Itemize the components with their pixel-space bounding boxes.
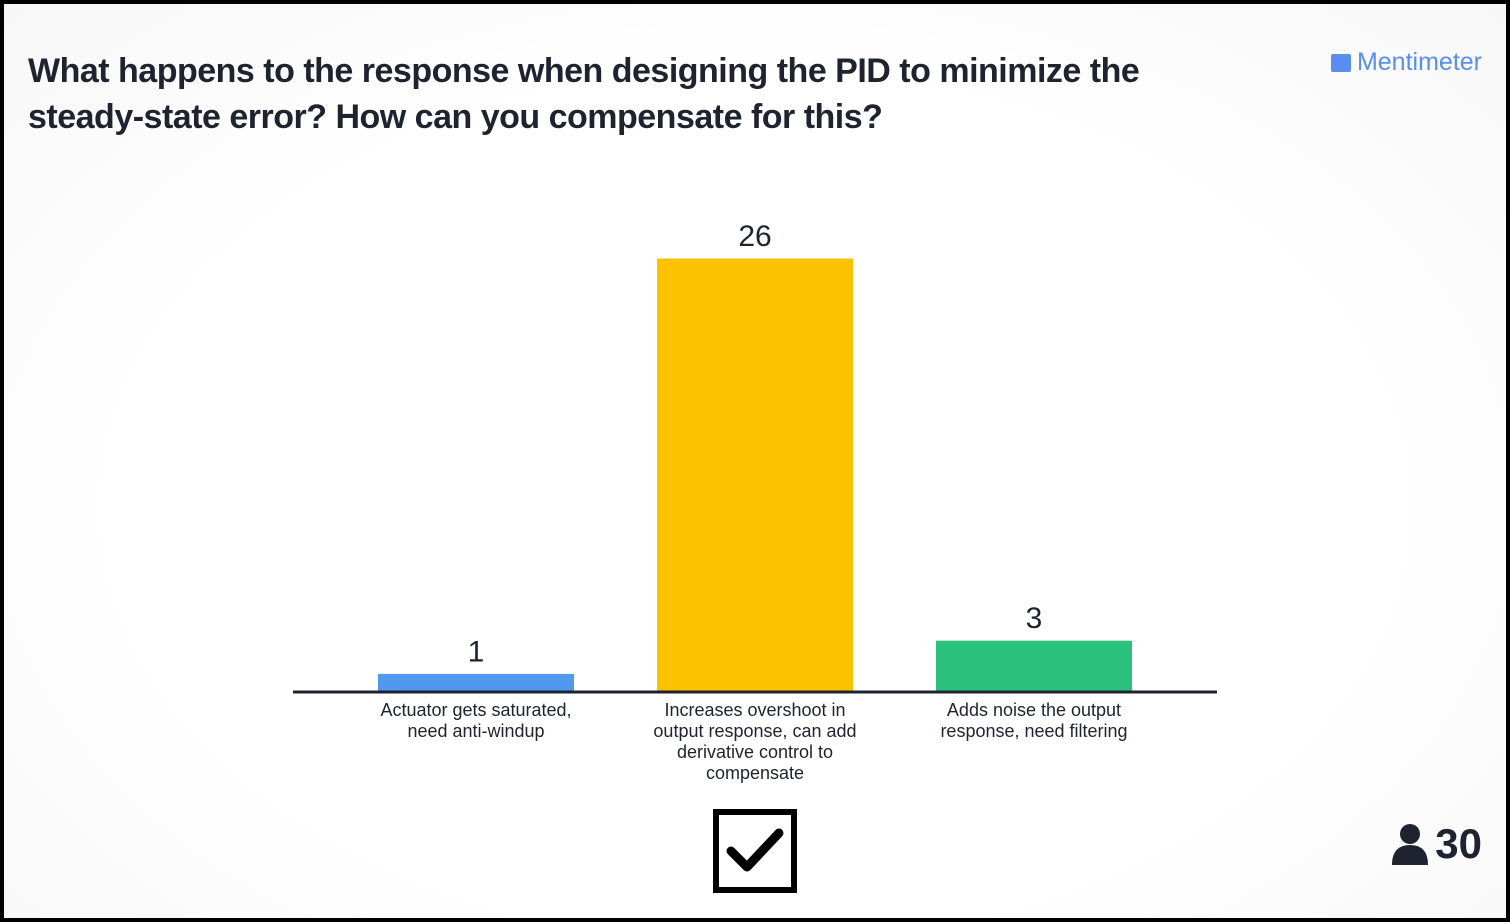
correct-mark bbox=[713, 809, 797, 893]
brand-logo: Mentimeter bbox=[1330, 48, 1482, 77]
participant-count: 30 bbox=[1391, 820, 1482, 868]
category-label: Increases overshoot in output response, … bbox=[653, 700, 857, 783]
category-label: Actuator gets saturated, need anti-windu… bbox=[380, 700, 572, 741]
person-icon bbox=[1392, 824, 1429, 865]
brand-name: Mentimeter bbox=[1356, 48, 1482, 76]
value-label: 26 bbox=[738, 220, 771, 253]
question-title: What happens to the response when design… bbox=[28, 52, 1140, 136]
category-label: Adds noise the output response, need fil… bbox=[940, 700, 1128, 741]
brand-icon bbox=[1330, 53, 1351, 72]
bar bbox=[378, 673, 574, 691]
chart: 1 26 3 bbox=[293, 220, 1217, 694]
value-label: 1 bbox=[468, 635, 485, 668]
bar bbox=[936, 640, 1132, 691]
participant-number: 30 bbox=[1435, 820, 1482, 867]
check-icon bbox=[726, 828, 784, 872]
bar bbox=[657, 258, 853, 691]
value-label: 3 bbox=[1026, 602, 1043, 635]
